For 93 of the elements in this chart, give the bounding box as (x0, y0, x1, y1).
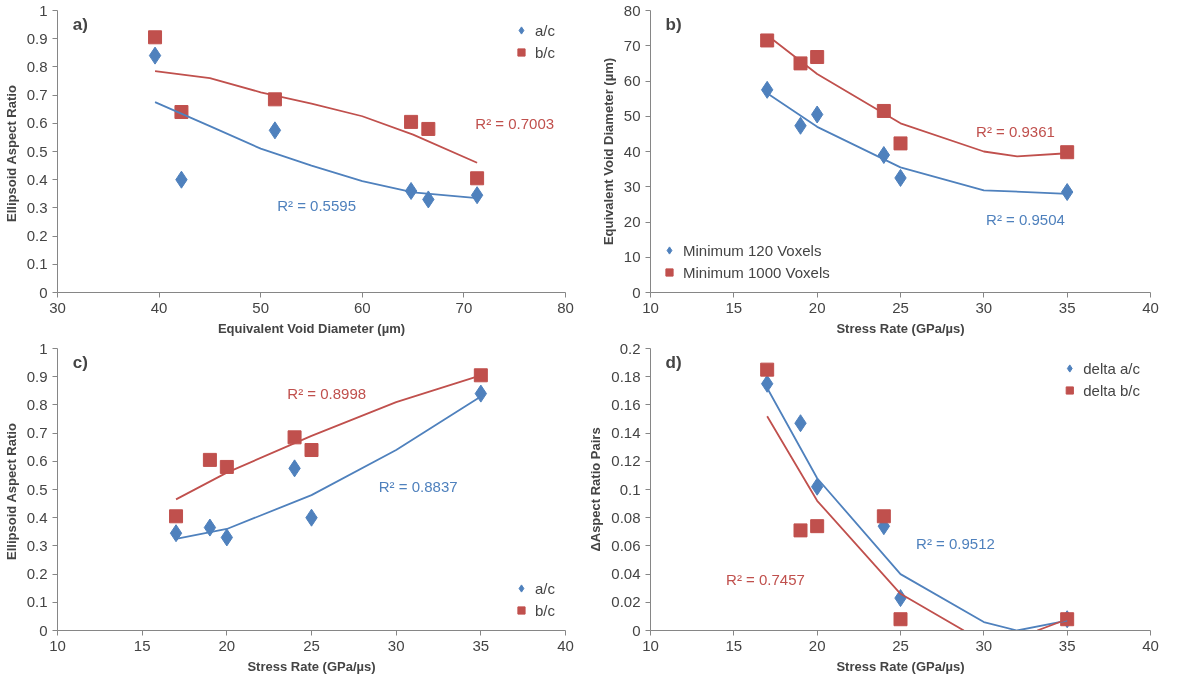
x-tick-label: 35 (1058, 298, 1076, 316)
chart-title: a) (72, 14, 88, 34)
y-tick-label: 10 (623, 248, 641, 266)
y-tick-label: 0.02 (611, 593, 641, 611)
x-tick-label: 30 (975, 298, 993, 316)
x-tick-label: 20 (808, 298, 826, 316)
y-tick-label: 40 (623, 142, 641, 160)
y-tick-label: 0.1 (26, 255, 48, 273)
y-tick-label: 0.5 (26, 480, 48, 498)
y-tick-label: 0 (632, 621, 641, 639)
annotation: R² = 0.8998 (287, 385, 367, 403)
y-tick-label: 0.3 (26, 198, 48, 216)
legend-label: Minimum 1000 Voxels (683, 263, 830, 281)
y-tick-label: 1 (39, 339, 48, 357)
y-tick-label: 0.9 (26, 29, 48, 47)
annotation: R² = 0.5595 (277, 196, 356, 214)
x-tick-label: 50 (252, 298, 270, 316)
annotation: R² = 0.9504 (986, 210, 1065, 228)
x-tick-label: 30 (387, 636, 405, 654)
annotation: R² = 0.8837 (378, 478, 458, 496)
y-tick-label: 1 (39, 1, 48, 19)
x-tick-label: 40 (1142, 636, 1159, 654)
y-tick-label: 80 (623, 1, 641, 19)
x-tick-label: 35 (1058, 636, 1076, 654)
x-tick-label: 60 (353, 298, 371, 316)
x-tick-label: 25 (892, 298, 909, 316)
y-tick-label: 0.9 (26, 367, 48, 385)
chart-title: d) (665, 352, 682, 372)
y-axis-title: Ellipsoid Aspect Ratio (3, 423, 19, 560)
x-tick-label: 40 (557, 636, 574, 654)
x-axis-title: Equivalent Void Diameter (µm) (217, 320, 406, 336)
x-axis-title: Stress Rate (GPa/µs) (836, 658, 965, 674)
x-tick-label: 15 (725, 636, 743, 654)
legend-label: delta a/c (1083, 359, 1140, 377)
chart-title: c) (72, 352, 88, 372)
y-tick-label: 0.1 (619, 480, 641, 498)
y-tick-label: 0.6 (26, 114, 48, 132)
x-tick-label: 15 (133, 636, 151, 654)
y-tick-label: 0.18 (611, 367, 641, 385)
x-tick-label: 70 (455, 298, 473, 316)
legend-label: a/c (534, 21, 555, 39)
y-axis-title: ΔAspect Ratio Pairs (588, 427, 604, 552)
legend-label: a/c (534, 579, 555, 597)
y-tick-label: 0.2 (619, 339, 641, 357)
y-tick-label: 0.16 (611, 395, 641, 413)
y-tick-label: 0.3 (26, 536, 48, 554)
y-tick-label: 0.7 (26, 86, 48, 104)
y-axis-title: Equivalent Void Diameter (µm) (600, 57, 616, 246)
y-tick-label: 0.2 (26, 227, 48, 245)
legend-label: delta b/c (1083, 381, 1140, 399)
chart-title: b) (665, 14, 682, 34)
x-tick-label: 25 (892, 636, 909, 654)
x-axis-title: Stress Rate (GPa/µs) (836, 320, 965, 336)
y-tick-label: 0.14 (611, 424, 641, 442)
y-tick-label: 60 (623, 72, 641, 89)
y-tick-label: 20 (623, 213, 641, 230)
annotation: R² = 0.9512 (916, 534, 995, 552)
y-tick-label: 0 (39, 283, 48, 301)
y-tick-label: 0.6 (26, 452, 48, 470)
y-tick-label: 0.8 (26, 57, 48, 75)
y-tick-label: 0.8 (26, 395, 48, 413)
y-tick-label: 0.04 (611, 565, 641, 583)
y-tick-label: 30 (623, 177, 641, 195)
y-tick-label: 0.08 (611, 508, 641, 526)
y-tick-label: 0.06 (611, 536, 641, 554)
x-tick-label: 20 (218, 636, 236, 654)
x-tick-label: 80 (557, 298, 574, 316)
legend-label: Minimum 120 Voxels (683, 241, 822, 259)
y-tick-label: 0.1 (26, 593, 48, 611)
y-tick-label: 0 (39, 621, 48, 639)
y-tick-label: 0.4 (26, 170, 48, 188)
annotation: R² = 0.7457 (726, 571, 805, 589)
y-tick-label: 0.12 (611, 452, 641, 470)
x-tick-label: 25 (303, 636, 320, 654)
x-axis-title: Stress Rate (GPa/µs) (247, 658, 376, 674)
legend-label: b/c (534, 601, 555, 619)
y-tick-label: 0.4 (26, 508, 48, 526)
x-tick-label: 40 (1142, 298, 1159, 316)
y-tick-label: 50 (623, 107, 641, 125)
annotation: R² = 0.9361 (976, 123, 1055, 141)
y-axis-title: Ellipsoid Aspect Ratio (3, 85, 19, 222)
x-tick-label: 35 (472, 636, 490, 654)
y-tick-label: 0.5 (26, 142, 48, 160)
x-tick-label: 20 (808, 636, 826, 654)
x-tick-label: 40 (150, 298, 168, 316)
y-tick-label: 0.2 (26, 565, 48, 583)
y-tick-label: 70 (623, 36, 641, 54)
y-tick-label: 0.7 (26, 424, 48, 442)
y-tick-label: 0 (632, 283, 641, 301)
x-tick-label: 15 (725, 298, 743, 316)
annotation: R² = 0.7003 (475, 114, 555, 132)
x-tick-label: 30 (975, 636, 993, 654)
legend-label: b/c (534, 43, 555, 61)
